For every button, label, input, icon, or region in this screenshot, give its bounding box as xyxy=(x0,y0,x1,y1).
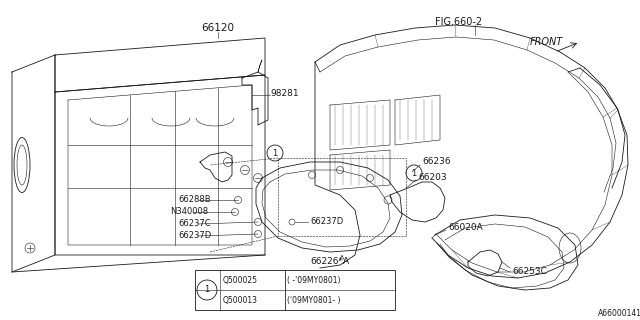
Text: 66236: 66236 xyxy=(422,157,451,166)
Text: 66237D: 66237D xyxy=(178,231,211,241)
Bar xyxy=(278,158,406,236)
Text: 66237C: 66237C xyxy=(178,220,211,228)
Text: FIG.660-2: FIG.660-2 xyxy=(435,17,482,27)
Text: Q500025: Q500025 xyxy=(223,276,258,284)
Text: 1: 1 xyxy=(204,285,210,294)
Text: N340008: N340008 xyxy=(170,207,208,217)
Text: 66288B: 66288B xyxy=(178,196,211,204)
Text: 66203: 66203 xyxy=(418,173,447,182)
Text: 1: 1 xyxy=(412,169,417,178)
Text: ('09MY0801- ): ('09MY0801- ) xyxy=(287,295,340,305)
Text: 66120: 66120 xyxy=(202,23,234,33)
Text: 98281: 98281 xyxy=(270,89,299,98)
Text: 66253C: 66253C xyxy=(512,268,547,276)
Text: A660001415: A660001415 xyxy=(598,308,640,317)
Text: 66226*A: 66226*A xyxy=(310,258,349,267)
Text: ( -'09MY0801): ( -'09MY0801) xyxy=(287,276,340,284)
Text: 66237D: 66237D xyxy=(310,218,343,227)
Text: 66020A: 66020A xyxy=(448,223,483,233)
Text: FRONT: FRONT xyxy=(530,37,563,47)
Text: Q500013: Q500013 xyxy=(223,295,258,305)
Text: 1: 1 xyxy=(273,148,278,157)
Bar xyxy=(195,270,395,310)
